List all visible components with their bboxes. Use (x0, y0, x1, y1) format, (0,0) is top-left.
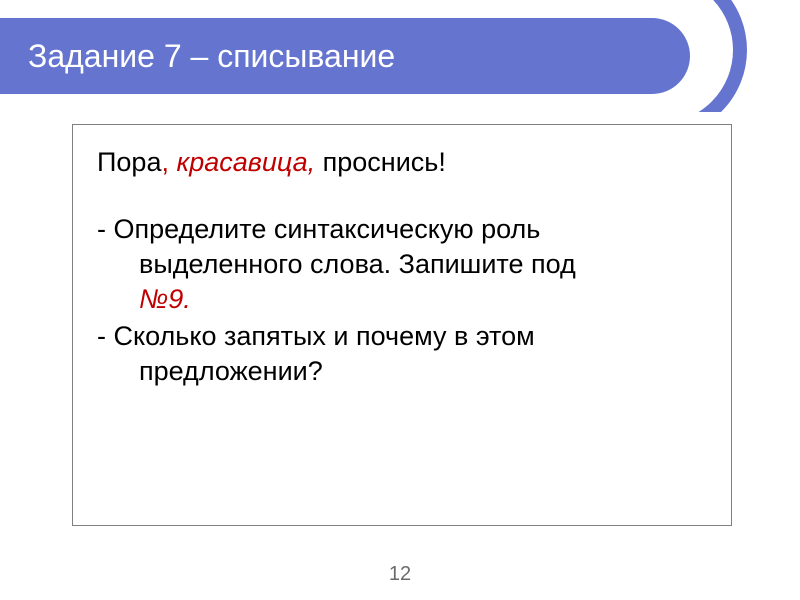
question-1-number: №9. (139, 284, 191, 314)
page-number: 12 (0, 563, 800, 586)
title-arc-decoration (660, 0, 800, 112)
sentence-highlight: красавица, (169, 147, 315, 177)
sentence-part2: проснись! (315, 147, 446, 177)
question-1-line-2: выделенного слова. Запишите под (97, 249, 707, 280)
question-2-line-2: предложении? (97, 356, 707, 387)
question-1-line-1: - Определите синтаксическую роль (97, 214, 707, 245)
example-sentence: Пора, красавица, проснись! (97, 147, 707, 178)
question-2-line-1: - Сколько запятых и почему в этом (97, 321, 707, 352)
sentence-comma: , (161, 147, 169, 177)
content-frame: Пора, красавица, проснись! - Определите … (72, 124, 732, 526)
question-1-line-3: №9. (97, 284, 707, 315)
slide-title: Задание 7 – списывание (28, 38, 395, 75)
title-bar: Задание 7 – списывание (0, 18, 690, 94)
sentence-part1: Пора (97, 147, 161, 177)
